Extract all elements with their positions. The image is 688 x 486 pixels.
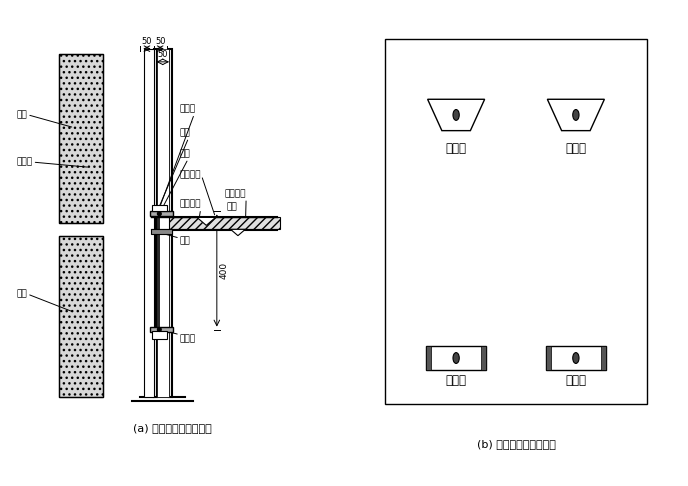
Text: 墙板: 墙板 — [17, 290, 72, 312]
Text: 50: 50 — [158, 50, 168, 59]
Bar — [169, 217, 280, 229]
Text: 垫板: 垫板 — [159, 232, 191, 246]
Text: 建筑标高: 建筑标高 — [180, 171, 215, 215]
Text: 下节点: 下节点 — [160, 105, 196, 206]
Ellipse shape — [572, 109, 579, 121]
Text: 上节点: 上节点 — [566, 142, 586, 155]
Bar — [58, 236, 103, 397]
Text: 50: 50 — [142, 36, 152, 46]
Text: 50: 50 — [155, 36, 165, 46]
Text: 叠合楼板: 叠合楼板 — [180, 200, 202, 221]
Bar — [149, 327, 173, 332]
Bar — [601, 346, 606, 370]
Ellipse shape — [572, 353, 579, 364]
Bar — [58, 54, 103, 223]
Text: 墙板: 墙板 — [17, 110, 72, 127]
Bar — [144, 49, 153, 397]
Text: 垫板: 垫板 — [158, 129, 191, 211]
Bar — [153, 49, 157, 397]
Polygon shape — [197, 217, 215, 226]
Text: 上节点: 上节点 — [446, 142, 466, 155]
Ellipse shape — [453, 109, 460, 121]
Text: 标高: 标高 — [226, 202, 237, 211]
Bar — [426, 346, 431, 370]
Bar — [149, 211, 173, 216]
Text: 上节点: 上节点 — [162, 330, 196, 343]
Bar — [481, 346, 486, 370]
Bar — [151, 229, 172, 234]
Bar — [152, 205, 166, 211]
Text: 下节点: 下节点 — [446, 374, 466, 387]
Bar — [58, 54, 103, 223]
Circle shape — [158, 328, 161, 331]
Text: 下节点: 下节点 — [566, 374, 586, 387]
Text: 螺栓: 螺栓 — [160, 150, 191, 211]
Ellipse shape — [453, 353, 460, 364]
Polygon shape — [428, 99, 484, 131]
Text: (a) 外墙竖向连接示意图: (a) 外墙竖向连接示意图 — [133, 423, 211, 433]
Text: 预埋件: 预埋件 — [17, 157, 87, 167]
Bar — [385, 39, 647, 404]
Text: 结构板顶: 结构板顶 — [225, 189, 246, 226]
Polygon shape — [548, 99, 604, 131]
Bar — [58, 236, 103, 397]
Text: 400: 400 — [220, 262, 229, 279]
Circle shape — [158, 212, 161, 216]
Bar — [152, 331, 166, 339]
Bar — [426, 346, 486, 370]
Polygon shape — [230, 229, 246, 236]
Bar — [157, 49, 169, 397]
Bar — [546, 346, 606, 370]
Bar — [546, 346, 551, 370]
Text: (b) 外墙正面连接示意图: (b) 外墙正面连接示意图 — [477, 438, 555, 449]
Bar — [169, 49, 172, 397]
